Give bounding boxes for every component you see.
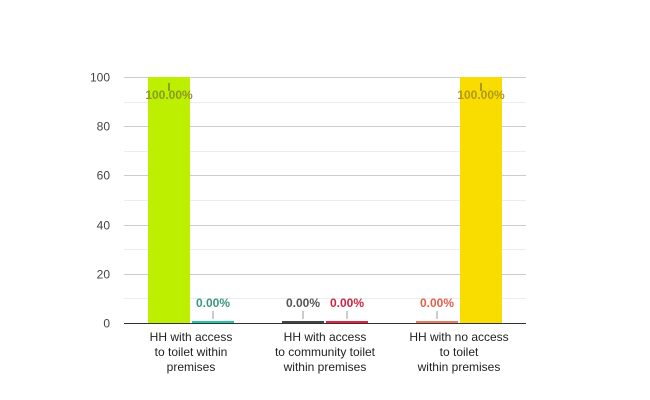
data-label: 0.00% [286, 296, 320, 310]
x-category-label-line: to community toilet [275, 345, 376, 359]
x-category-label: HH with access to community toilet within … [275, 330, 376, 374]
data-label: 0.00% [196, 296, 230, 310]
x-category-label-line: to toilet within [155, 345, 228, 359]
x-category-label-line: premises [167, 360, 216, 374]
x-category-label-line: HH with no access [409, 330, 508, 344]
bar [460, 77, 502, 323]
x-category-label-line: to toilet [440, 345, 479, 359]
x-category-label-line: HH with access [284, 330, 367, 344]
data-label: 100.00% [145, 88, 193, 102]
bar [326, 321, 368, 323]
y-tick-label: 20 [97, 268, 111, 282]
x-category-label-line: within premises [417, 360, 501, 374]
x-category-label: HH with access to toilet within premises [150, 330, 233, 374]
x-category-label-line: within premises [283, 360, 367, 374]
data-label: 0.00% [420, 296, 454, 310]
bar [416, 321, 458, 323]
y-tick-label: 40 [97, 219, 111, 233]
y-tick-label: 100 [90, 71, 110, 85]
bar [148, 77, 190, 323]
x-category-label: HH with no access to toilet within premise… [409, 330, 508, 374]
y-tick-label: 0 [103, 317, 110, 331]
bar [282, 321, 324, 323]
data-label: 100.00% [457, 88, 505, 102]
bar [192, 321, 234, 323]
y-tick-label: 80 [97, 120, 111, 134]
y-tick-label: 60 [97, 169, 111, 183]
data-label: 0.00% [330, 296, 364, 310]
x-category-label-line: HH with access [150, 330, 233, 344]
